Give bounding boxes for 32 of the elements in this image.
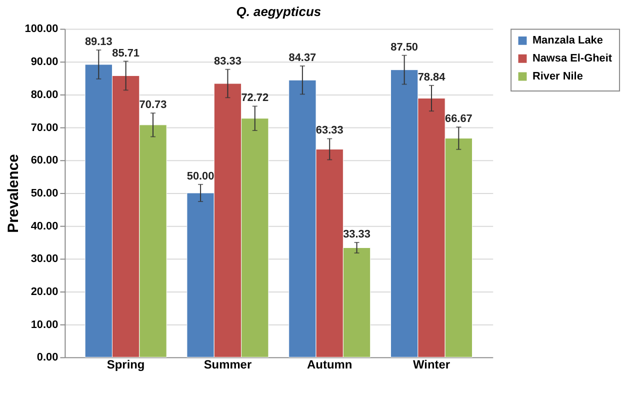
y-tick-label: 0.00	[36, 352, 58, 364]
x-tick-label: Summer	[204, 358, 252, 372]
x-tick-label: Spring	[106, 358, 145, 372]
y-tick-label: 60.00	[30, 154, 58, 167]
data-label: 84.37	[288, 52, 316, 64]
legend-label: Nawsa El-Gheit	[532, 52, 612, 65]
y-tick-label: 70.00	[30, 122, 58, 134]
data-label: 89.13	[84, 36, 112, 48]
data-label: 85.71	[112, 47, 140, 60]
legend-label: Manzala Lake	[532, 34, 603, 47]
chart-title: Q. aegypticus	[236, 4, 322, 19]
data-label: 33.33	[343, 228, 370, 240]
x-tick-label: Winter	[412, 358, 450, 372]
legend-label: River Nile	[532, 70, 583, 83]
data-label: 63.33	[316, 124, 344, 137]
y-tick-label: 80.00	[30, 88, 58, 101]
data-label: 83.33	[214, 55, 242, 68]
data-label: 87.50	[390, 41, 418, 54]
y-tick-label: 90.00	[30, 56, 58, 68]
y-tick-label: 50.00	[30, 187, 58, 200]
y-axis-title: Prevalence	[4, 154, 22, 233]
data-label: 50.00	[186, 170, 214, 182]
data-label: 70.73	[139, 99, 167, 112]
y-tick-label: 40.00	[30, 220, 58, 232]
y-tick-label: 10.00	[30, 318, 58, 331]
data-label: 66.67	[444, 113, 472, 126]
y-tick-label: 20.00	[30, 286, 58, 298]
y-tick-label: 100.00	[24, 23, 58, 36]
data-label: 78.84	[418, 71, 446, 84]
y-tick-label: 30.00	[30, 253, 58, 266]
data-label: 72.72	[241, 92, 269, 104]
x-tick-label: Autumn	[307, 358, 352, 372]
